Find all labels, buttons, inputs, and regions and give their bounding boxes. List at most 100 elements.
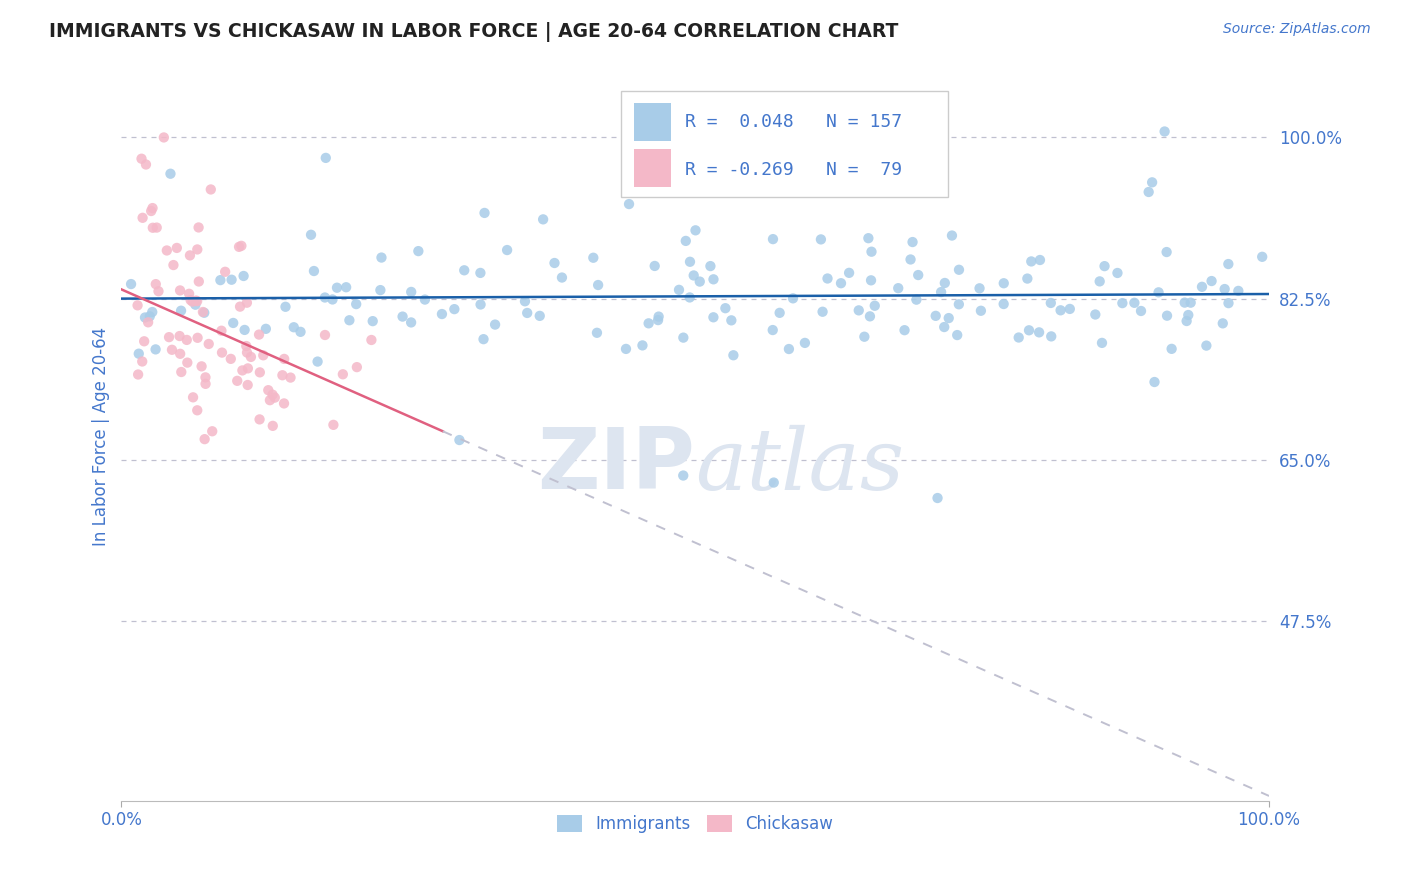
Text: ZIP: ZIP xyxy=(537,425,695,508)
Point xyxy=(531,212,554,227)
Point xyxy=(905,293,928,307)
Point xyxy=(221,273,243,287)
Point xyxy=(231,363,253,377)
Point xyxy=(162,258,184,272)
Point xyxy=(470,297,492,311)
Point xyxy=(181,294,204,309)
Point xyxy=(860,273,883,287)
Point xyxy=(647,310,669,324)
Point xyxy=(1088,274,1111,288)
Point xyxy=(236,378,259,392)
Point xyxy=(233,323,256,337)
Point xyxy=(647,313,669,327)
Point xyxy=(513,294,536,309)
Point xyxy=(948,262,970,277)
Point xyxy=(938,311,960,326)
Point xyxy=(335,280,357,294)
Point xyxy=(135,157,157,171)
Point xyxy=(254,322,277,336)
Point xyxy=(128,347,150,361)
Point xyxy=(893,323,915,337)
Point xyxy=(169,284,191,298)
Point xyxy=(127,298,149,312)
Point xyxy=(232,268,254,283)
Point xyxy=(1175,314,1198,328)
Point xyxy=(399,285,422,299)
Point xyxy=(699,259,721,273)
Point xyxy=(194,376,217,391)
Point xyxy=(453,263,475,277)
Point xyxy=(900,252,922,267)
Text: R =  0.048: R = 0.048 xyxy=(685,112,793,131)
Point xyxy=(1218,296,1240,310)
Point xyxy=(290,325,312,339)
Point xyxy=(993,277,1015,291)
Point xyxy=(170,303,193,318)
Point xyxy=(672,331,695,345)
Point xyxy=(156,244,179,258)
Point xyxy=(1107,266,1129,280)
Point xyxy=(145,343,167,357)
Point xyxy=(186,403,208,417)
Point xyxy=(934,276,956,290)
Point xyxy=(907,268,929,282)
Legend: Immigrants, Chickasaw: Immigrants, Chickasaw xyxy=(550,808,841,839)
Point xyxy=(273,396,295,410)
Point xyxy=(200,182,222,196)
Point xyxy=(131,211,153,225)
Point xyxy=(668,283,690,297)
Point xyxy=(1123,295,1146,310)
Point xyxy=(817,271,839,285)
Point xyxy=(702,310,724,325)
Point xyxy=(941,228,963,243)
Point xyxy=(228,240,250,254)
Point xyxy=(679,290,702,304)
Point xyxy=(361,314,384,328)
Point xyxy=(370,251,392,265)
Point xyxy=(1153,124,1175,138)
Point xyxy=(214,265,236,279)
Point xyxy=(259,393,281,408)
Point xyxy=(762,475,785,490)
Point xyxy=(810,232,832,246)
Point xyxy=(197,337,219,351)
Point xyxy=(430,307,453,321)
FancyBboxPatch shape xyxy=(634,103,671,141)
Point xyxy=(157,330,180,344)
Point xyxy=(326,281,349,295)
Point xyxy=(391,310,413,324)
Point xyxy=(723,348,745,362)
Point xyxy=(762,323,785,337)
Point xyxy=(169,329,191,343)
Point xyxy=(131,152,153,166)
Point xyxy=(702,272,724,286)
Point xyxy=(201,424,224,438)
Point xyxy=(582,251,605,265)
Point xyxy=(860,244,883,259)
Point xyxy=(830,277,852,291)
Text: N = 157: N = 157 xyxy=(827,112,903,131)
Point xyxy=(136,315,159,329)
Point xyxy=(1156,309,1178,323)
Point xyxy=(252,348,274,362)
Point xyxy=(236,345,259,359)
Point xyxy=(314,291,336,305)
Point xyxy=(413,293,436,307)
Point xyxy=(644,259,666,273)
Point xyxy=(370,283,392,297)
Point xyxy=(1111,296,1133,310)
Point xyxy=(180,293,202,307)
Point xyxy=(769,306,792,320)
Point xyxy=(141,204,163,219)
Point xyxy=(257,383,280,397)
Point xyxy=(970,303,993,318)
Point xyxy=(231,239,253,253)
Point xyxy=(969,281,991,295)
Point xyxy=(194,370,217,384)
Point xyxy=(1160,342,1182,356)
Point xyxy=(1174,295,1197,310)
Point xyxy=(131,354,153,368)
Point xyxy=(236,295,259,310)
Point xyxy=(262,418,284,433)
Point xyxy=(529,309,551,323)
